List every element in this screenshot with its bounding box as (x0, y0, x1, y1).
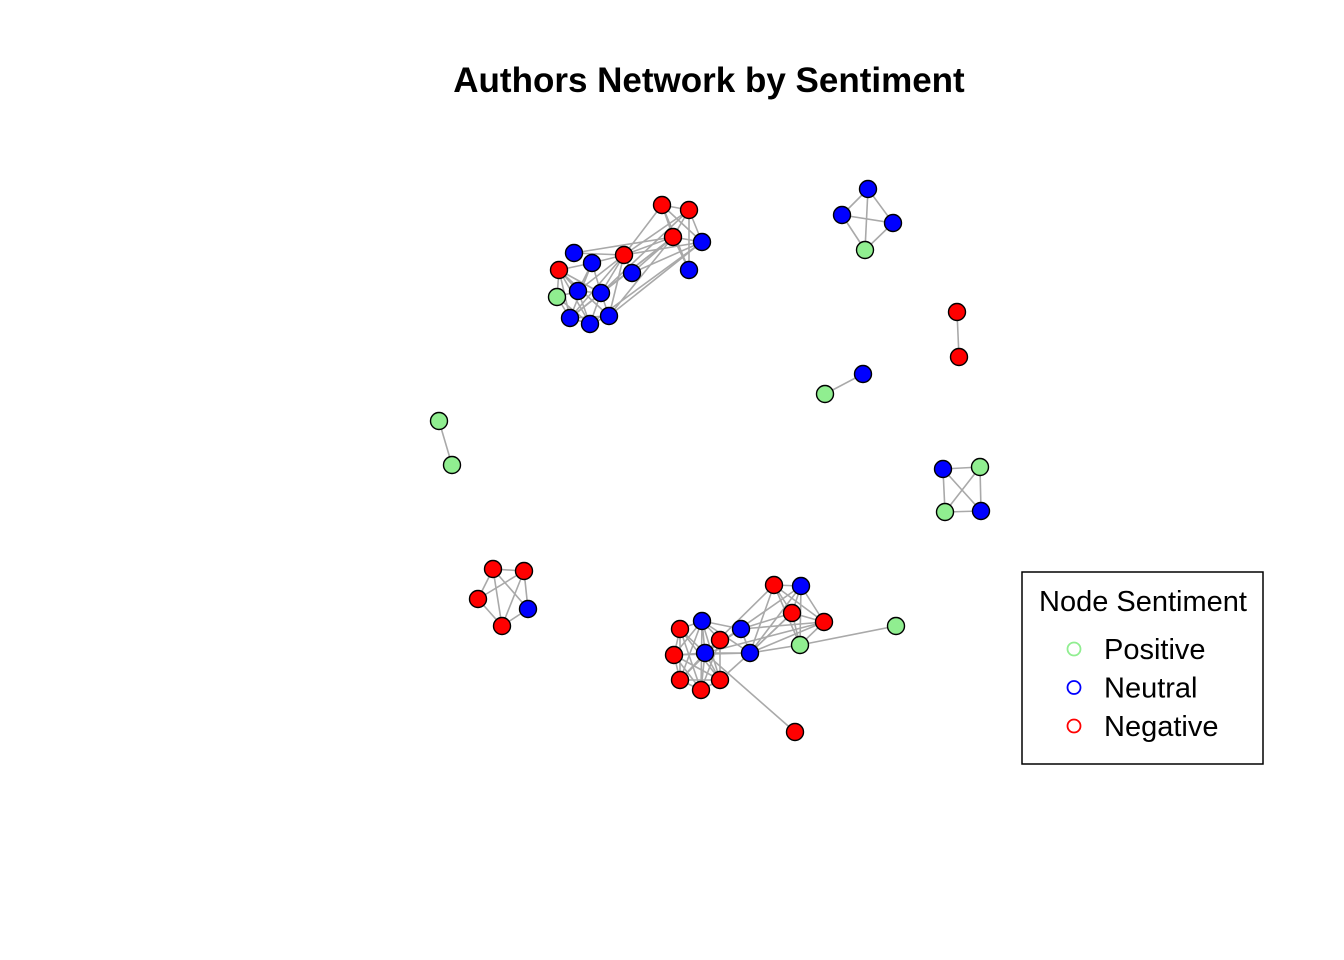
network-node-negative (764, 575, 784, 595)
network-node-neutral (560, 308, 580, 328)
network-node-neutral (692, 611, 712, 631)
network-node-positive (547, 287, 567, 307)
network-node-neutral (731, 619, 751, 639)
network-edge (501, 570, 525, 627)
legend-marker-neutral (1066, 680, 1082, 695)
network-node-neutral (853, 364, 873, 384)
network-node-neutral (591, 283, 611, 303)
network-edge (623, 204, 663, 256)
network-edge (623, 209, 690, 256)
legend-items: Positive Neutral Negative (1066, 634, 1218, 743)
network-node-neutral (568, 281, 588, 301)
network-node-neutral (791, 576, 811, 596)
network-node-positive (886, 616, 906, 636)
network-node-negative (691, 680, 711, 700)
network-node-negative (710, 670, 730, 690)
network-edge (749, 584, 775, 654)
network-node-negative (670, 619, 690, 639)
network-node-neutral (580, 314, 600, 334)
network-node-neutral (599, 306, 619, 326)
network-node-negative (468, 589, 488, 609)
network-node-neutral (695, 643, 715, 663)
network-node-negative (710, 630, 730, 650)
network-edge (749, 585, 802, 654)
network-node-neutral (679, 260, 699, 280)
legend-item-neutral: Neutral (1066, 673, 1198, 705)
network-node-positive (442, 455, 462, 475)
network-node-neutral (564, 243, 584, 263)
network-node-negative (614, 245, 634, 265)
network-edge (608, 241, 703, 317)
legend-item-positive: Positive (1066, 634, 1206, 666)
network-edge (773, 584, 825, 623)
network-edge (608, 254, 625, 317)
network-node-neutral (622, 263, 642, 283)
network-edge (749, 621, 825, 654)
network-node-negative (514, 561, 534, 581)
network-node-neutral (933, 459, 953, 479)
network-node-positive (970, 457, 990, 477)
network-edge (577, 254, 625, 292)
legend: Node Sentiment Positive Neutral Negative (1021, 571, 1264, 765)
network-node-positive (935, 502, 955, 522)
network-node-neutral (971, 501, 991, 521)
network-edge (600, 209, 690, 294)
network-node-neutral (582, 253, 602, 273)
network-edge (799, 625, 897, 646)
legend-item-negative: Negative (1066, 711, 1218, 743)
network-node-neutral (692, 232, 712, 252)
network-node-positive (429, 411, 449, 431)
network-node-negative (949, 347, 969, 367)
network-node-negative (947, 302, 967, 322)
legend-marker-positive (1066, 641, 1082, 657)
network-edge (704, 652, 796, 733)
network-edge (492, 568, 503, 627)
network-node-negative (814, 612, 834, 632)
network-node-negative (679, 200, 699, 220)
network-node-positive (815, 384, 835, 404)
network-node-negative (492, 616, 512, 636)
legend-title: Node Sentiment (1039, 586, 1247, 618)
network-edge (704, 621, 825, 654)
network-edge (569, 236, 674, 319)
network-node-positive (855, 240, 875, 260)
legend-label-neutral: Neutral (1104, 673, 1198, 705)
chart-title: Authors Network by Sentiment (453, 61, 965, 100)
network-node-negative (549, 260, 569, 280)
network-edge (679, 620, 703, 681)
legend-marker-negative (1066, 718, 1082, 734)
network-node-negative (785, 722, 805, 742)
nodes-layer (429, 179, 991, 742)
network-node-neutral (832, 205, 852, 225)
network-edge (740, 621, 825, 630)
network-edge (631, 241, 703, 274)
network-node-negative (670, 670, 690, 690)
network-node-negative (652, 195, 672, 215)
network-edge (749, 612, 793, 654)
network-node-neutral (518, 599, 538, 619)
network-node-negative (782, 603, 802, 623)
legend-label-positive: Positive (1104, 634, 1206, 666)
network-node-positive (790, 635, 810, 655)
network-node-neutral (858, 179, 878, 199)
legend-label-negative: Negative (1104, 711, 1218, 743)
network-node-neutral (883, 213, 903, 233)
legend-box (1021, 571, 1264, 765)
network-node-negative (483, 559, 503, 579)
network-node-neutral (740, 643, 760, 663)
network-node-negative (664, 645, 684, 665)
network-edge (944, 466, 981, 513)
network-node-negative (663, 227, 683, 247)
